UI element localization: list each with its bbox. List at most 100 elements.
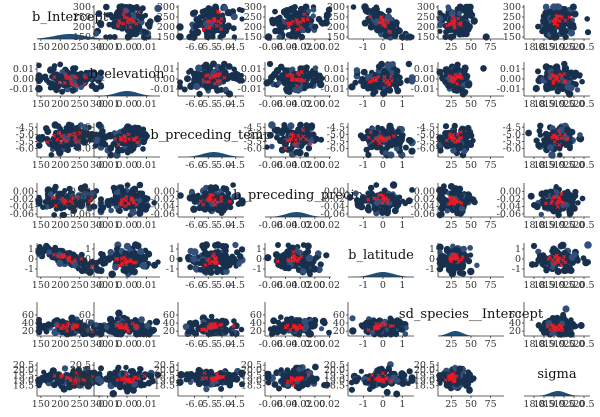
draw-point: [107, 34, 113, 40]
sample-marker: [567, 15, 572, 20]
draw-point: [307, 70, 314, 76]
x-tick-label: 150: [32, 339, 50, 350]
x-tick-label: 0.01: [136, 42, 157, 53]
posterior-cloud: [436, 3, 490, 41]
draw-point: [569, 3, 577, 11]
draw-point: [464, 124, 472, 132]
draw-point: [297, 65, 304, 72]
x-tick-label: 1: [399, 160, 405, 171]
x-tick-label: 150: [32, 42, 50, 53]
draw-point: [221, 69, 229, 77]
draw-point: [94, 136, 101, 143]
x-tick-label: 25: [445, 99, 457, 110]
x-tick-label: 0.02: [319, 220, 340, 231]
draw-point: [459, 270, 467, 277]
x-tick-label: -4.5: [227, 280, 245, 291]
draw-point: [150, 326, 157, 334]
draw-point: [384, 62, 392, 70]
draw-point: [268, 74, 276, 82]
x-tick-label: -0.01: [95, 99, 119, 110]
sample-marker: [285, 73, 290, 78]
sample-marker: [128, 25, 133, 30]
draw-point: [278, 314, 284, 321]
sample-markers: [367, 74, 394, 87]
y-tick-label: 250: [327, 12, 345, 23]
draw-point: [319, 75, 325, 81]
sample-markers: [116, 8, 142, 30]
draw-point: [269, 16, 276, 24]
draw-point: [557, 242, 565, 250]
sample-markers: [52, 72, 88, 88]
x-tick-label: 75: [485, 220, 497, 231]
sample-marker: [298, 25, 303, 30]
draw-point: [144, 21, 151, 27]
sample-marker: [389, 74, 394, 79]
draw-point: [291, 4, 298, 10]
draw-point: [98, 323, 105, 330]
x-tick-label: 18.5: [533, 42, 554, 53]
draw-point: [359, 76, 366, 83]
draw-point: [548, 151, 556, 159]
draw-point: [227, 204, 234, 211]
draw-point: [272, 8, 278, 15]
x-tick-label: 0.00: [116, 220, 137, 231]
draw-point: [304, 248, 312, 255]
draw-point: [54, 74, 61, 81]
sample-marker: [218, 71, 223, 76]
draw-point: [313, 72, 321, 80]
draw-point: [449, 207, 456, 214]
x-tick-label: 20.5: [573, 160, 594, 171]
y-tick-label: 150: [417, 32, 435, 43]
draw-point: [353, 197, 361, 204]
draw-point: [292, 86, 300, 94]
draw-point: [525, 129, 532, 137]
sample-marker: [74, 83, 79, 88]
draw-point: [582, 258, 590, 267]
sample-marker: [458, 20, 463, 25]
draw-point: [274, 134, 280, 141]
draw-point: [566, 209, 574, 217]
draw-point: [129, 250, 135, 257]
draw-point: [95, 10, 103, 17]
draw-point: [214, 265, 221, 272]
x-tick-label: 50: [465, 42, 477, 53]
draw-point: [447, 183, 455, 190]
draw-point: [385, 7, 392, 14]
draw-point: [36, 62, 42, 69]
draw-point: [584, 29, 592, 36]
draw-point: [361, 19, 369, 27]
draw-point: [199, 258, 206, 265]
panel-b_preceding_precip-vs-b_preceding_temp: -4.5-5.0-5.5-6.0-0.06-0.04-0.020.000.02: [244, 121, 340, 171]
draw-point: [538, 190, 546, 198]
x-tick-label: 75: [485, 42, 497, 53]
draw-point: [236, 253, 244, 260]
draw-point: [388, 25, 396, 33]
panel-b_preceding_temp-vs-b_latitude: 10-1-6.0-5.5-5.0-4.5: [166, 241, 246, 291]
draw-point: [63, 125, 69, 131]
draw-point: [230, 258, 237, 265]
draw-point: [219, 252, 226, 259]
x-tick-label: 75: [485, 99, 497, 110]
draw-point: [141, 328, 149, 336]
sample-marker: [305, 17, 310, 22]
draw-point: [194, 71, 201, 78]
draw-point: [390, 21, 397, 27]
draw-point: [219, 243, 227, 250]
draw-point: [454, 6, 461, 12]
draw-point: [46, 249, 52, 255]
draw-point: [274, 27, 282, 34]
y-tick-label: -1: [253, 264, 262, 275]
draw-point: [362, 82, 369, 89]
y-tick-label: -0.06: [10, 209, 34, 220]
draw-point: [541, 16, 547, 22]
draw-point: [70, 70, 76, 76]
y-tick-label: 0.01: [241, 64, 262, 75]
sample-marker: [289, 77, 294, 82]
draw-point: [380, 89, 388, 97]
y-tick-label: -1: [82, 264, 91, 275]
draw-point: [218, 86, 225, 93]
sample-markers: [445, 14, 463, 30]
sample-marker: [563, 18, 568, 23]
